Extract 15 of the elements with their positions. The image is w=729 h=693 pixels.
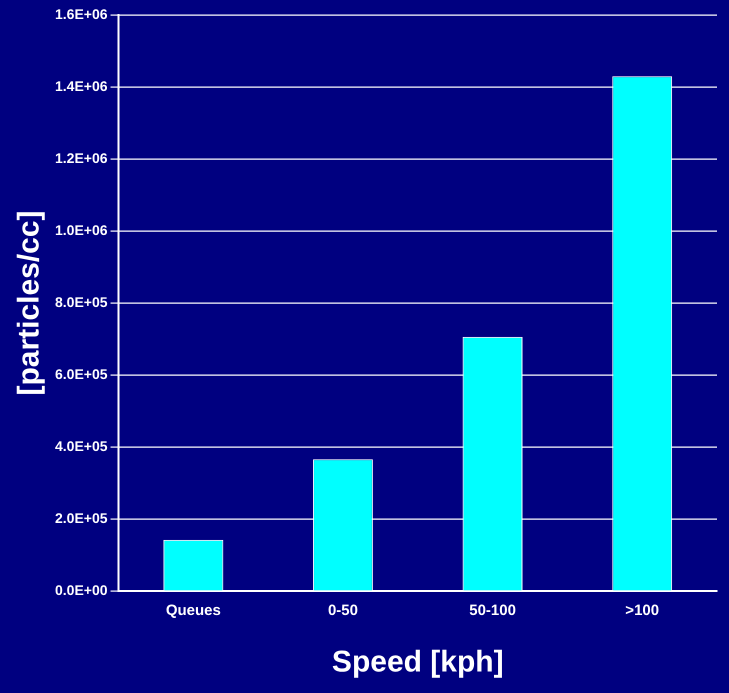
- y-tick-label: 6.0E+05: [54, 366, 108, 382]
- y-tick-label: 2.0E+05: [54, 510, 108, 526]
- x-tick-label: 50-100: [469, 602, 516, 620]
- y-tick-label: 0.0E+00: [54, 582, 108, 598]
- x-tick-label: >100: [625, 602, 660, 620]
- y-tick-label: 1.4E+06: [54, 78, 108, 94]
- x-tick-label: 0-50: [328, 602, 358, 620]
- y-tick-label: 8.0E+05: [54, 294, 108, 310]
- y-tick-label: 1.6E+06: [54, 6, 108, 22]
- y-tick-label: 1.0E+06: [54, 222, 108, 238]
- x-axis-title: Speed [kph]: [332, 645, 504, 678]
- x-tick-label: Queues: [166, 602, 221, 620]
- y-axis-title: [particles/cc]: [12, 210, 46, 396]
- y-tick-label: 4.0E+05: [54, 438, 108, 454]
- y-tick-label: 1.2E+06: [54, 150, 108, 166]
